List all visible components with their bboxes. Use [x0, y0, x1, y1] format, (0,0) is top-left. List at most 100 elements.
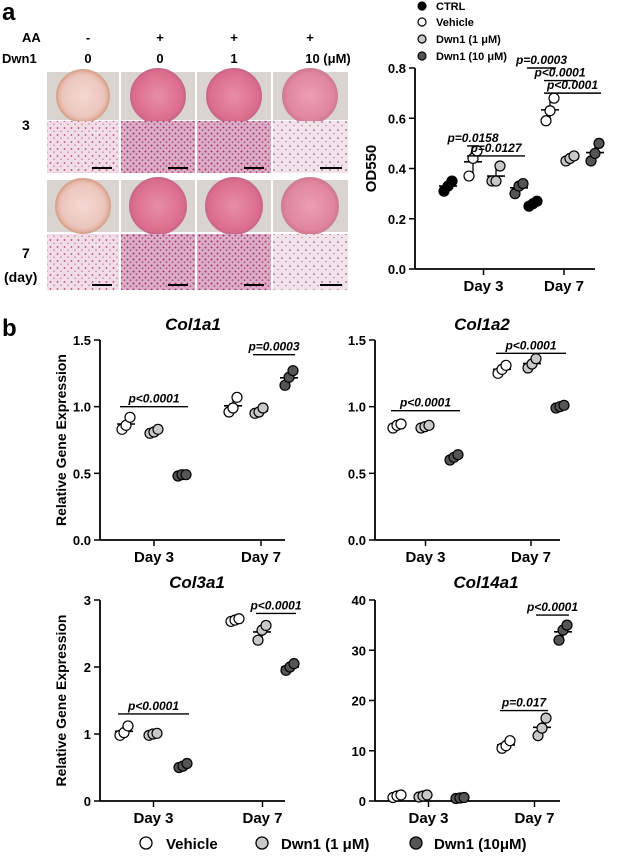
x-category-label: Day 7	[544, 278, 584, 295]
data-point	[494, 160, 506, 172]
well-photo-day3-dwn1-1	[197, 68, 271, 124]
legend-top-item-dwn1-1: Dwn1 (1 μM)	[417, 34, 501, 46]
y-tick-label: 0.0	[388, 262, 406, 277]
row-label-day3: 3	[22, 117, 30, 133]
y-tick-label: 0.2	[388, 212, 406, 227]
well-photo-day7-dwn1-10	[273, 177, 348, 235]
y-tick-label: 10	[352, 744, 366, 759]
well-photo-day3-ctrl	[47, 69, 119, 123]
legend-bottom-label-dwn1-10: Dwn1 (10μM)	[434, 836, 527, 853]
micrograph-day3-dwn1-10	[273, 121, 348, 173]
chart-col1a2: 0.0 0.5 1.0 1.5 Day 3 Day 7 Col1a2 p<0.0001 p<0.…	[348, 315, 570, 566]
data-point	[561, 619, 573, 631]
y-tick-label: 40	[352, 593, 366, 608]
well-photo-day3-dwn1-10	[273, 68, 348, 124]
well-photo-day7-dwn1-1	[197, 177, 271, 235]
aa-value-2: +	[156, 30, 164, 45]
x-category-label: Day 7	[514, 810, 554, 827]
y-tick-label: 0.0	[73, 533, 91, 548]
data-point	[504, 735, 516, 747]
data-point	[540, 712, 552, 724]
chart-col1a1: 0.0 0.5 1.0 1.5 Day 3 Day 7 Relative Gene Expr…	[53, 315, 300, 566]
dwn1-row-label: Dwn1	[2, 51, 37, 66]
data-point	[231, 391, 243, 403]
legend-label-dwn1-1: Dwn1 (1 μM)	[436, 34, 501, 46]
y-tick-label: 1	[84, 727, 91, 742]
x-category-label: Day 3	[133, 810, 173, 827]
p-value-label: p<0.0001	[249, 598, 301, 612]
scale-bars	[92, 167, 342, 286]
data-point	[446, 175, 458, 187]
data-point	[544, 105, 556, 117]
legend-marker-ctrl	[417, 1, 427, 11]
x-category-label: Day 7	[242, 810, 282, 827]
micrograph-day3-ctrl	[47, 121, 119, 173]
photo-grid-header: AA Dwn1 - + + + 0 0 1 10 (μM) 3 7 (day)	[2, 30, 351, 285]
data-point	[233, 613, 245, 625]
micrograph-day3-vehicle	[121, 121, 195, 173]
legend-marker-dwn1-1	[417, 34, 427, 44]
p-value-label: p<0.0001	[504, 338, 556, 352]
data-point	[395, 418, 407, 430]
data-point	[553, 634, 565, 646]
data-point	[558, 399, 570, 411]
legend-bottom-item-vehicle: Vehicle	[139, 836, 218, 853]
dwn1-value-4: 10 (μM)	[305, 51, 351, 66]
p-value-label: p=0.017	[501, 696, 548, 710]
row-label-day7: 7	[22, 245, 30, 261]
legend-top-item-vehicle: Vehicle	[417, 17, 474, 29]
y-tick-label: 0	[359, 794, 366, 809]
y-tick-label: 3	[84, 593, 91, 608]
data-point	[122, 720, 134, 732]
data-point	[531, 195, 543, 207]
p-value-label: p<0.0001	[399, 396, 451, 410]
legend-marker-dwn1-10	[417, 51, 427, 61]
x-category-label: Day 3	[134, 549, 174, 566]
legend-top-item-dwn1-10: Dwn1 (10 μM)	[417, 51, 507, 63]
legend-label-ctrl: CTRL	[436, 1, 466, 13]
micrograph-day3-dwn1-1	[197, 121, 271, 173]
legend-bottom-label-dwn1-1: Dwn1 (1 μM)	[281, 836, 369, 853]
data-point	[500, 359, 512, 371]
data-point	[530, 353, 542, 365]
legend-label-vehicle: Vehicle	[436, 17, 474, 29]
y-tick-label: 0.4	[388, 162, 407, 177]
p-value-label: p<0.0001	[526, 600, 578, 614]
dwn1-value-1: 0	[84, 51, 91, 66]
p-value-label: p<0.0001	[546, 78, 598, 92]
aa-value-1: -	[86, 30, 90, 45]
data-point	[536, 722, 548, 734]
data-point	[423, 419, 435, 431]
well-photo-day7-vehicle	[121, 177, 195, 235]
dwn1-value-2: 0	[156, 51, 163, 66]
panel-label-b: b	[2, 315, 17, 342]
chart-title: Col1a2	[454, 315, 510, 334]
y-tick-label: 0	[84, 794, 91, 809]
photo-grid	[47, 68, 348, 290]
chart-title: Col14a1	[453, 573, 518, 592]
p-value-label: p=0.0127	[469, 141, 522, 155]
legend-label-dwn1-10: Dwn1 (10 μM)	[436, 51, 507, 63]
x-category-label: Day 3	[463, 278, 503, 295]
x-category-label: Day 3	[405, 549, 445, 566]
y-axis-label: Relative Gene Expression	[53, 615, 69, 787]
micrograph-day7-dwn1-10	[273, 234, 348, 290]
legend-bottom-marker-vehicle	[139, 836, 153, 850]
chart-title: Col3a1	[169, 573, 225, 592]
y-tick-label: 0.5	[73, 466, 91, 481]
data-point	[288, 658, 300, 670]
aa-row-label: AA	[22, 30, 41, 45]
data-point	[593, 137, 605, 149]
data-point	[124, 411, 136, 423]
y-tick-label: 0.0	[348, 533, 366, 548]
data-point	[540, 115, 552, 127]
y-tick-label: 0.6	[388, 111, 406, 126]
data-point	[152, 423, 164, 435]
y-tick-label: 30	[352, 643, 366, 658]
data-point	[395, 789, 407, 801]
legend-bottom-item-dwn1-1: Dwn1 (1 μM)	[255, 836, 369, 853]
x-category-label: Day 7	[241, 549, 281, 566]
legend-top: CTRL Vehicle Dwn1 (1 μM) Dwn1 (10 μM)	[417, 1, 507, 63]
